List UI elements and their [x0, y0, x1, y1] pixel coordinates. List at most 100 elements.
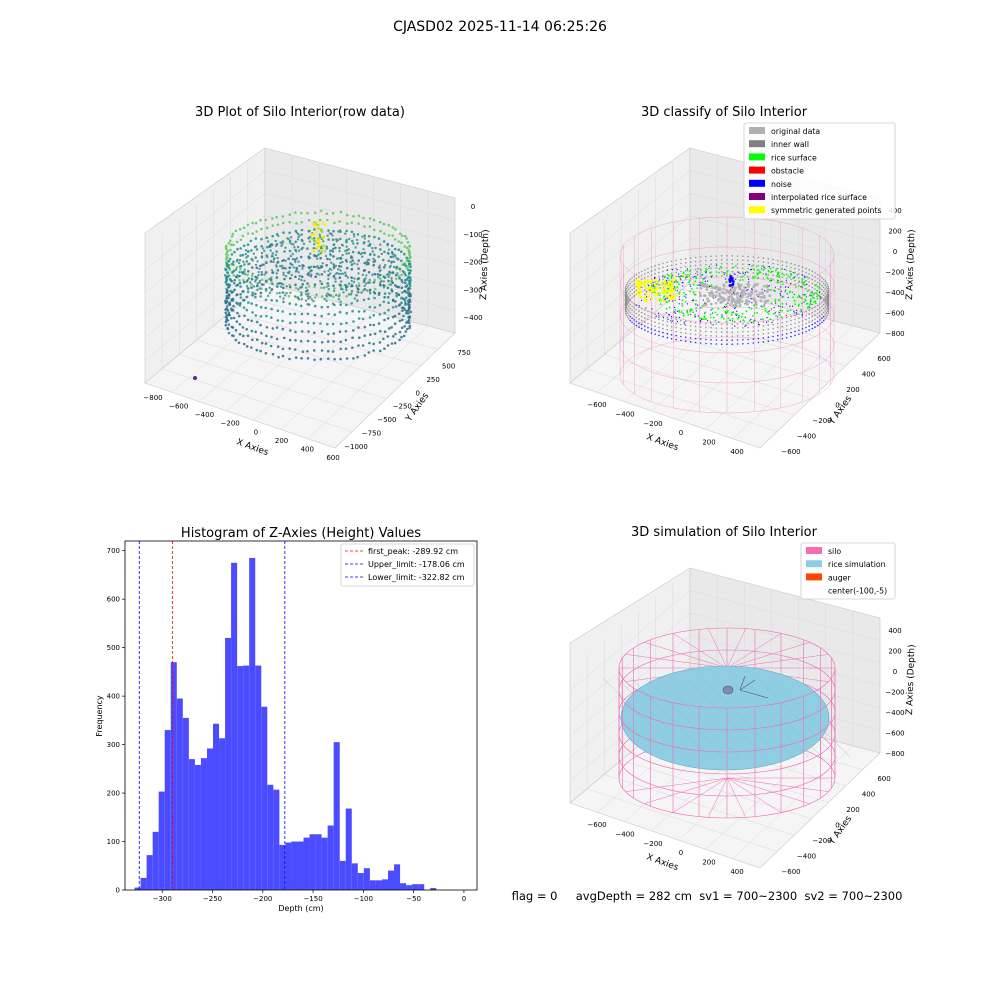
- classify-point: [644, 293, 646, 295]
- raw-point: [339, 261, 342, 265]
- classify-point: [694, 329, 697, 332]
- classify-point: [675, 322, 677, 325]
- raw-point: [333, 313, 337, 317]
- classify-point: [827, 309, 830, 311]
- classify-point: [626, 302, 629, 304]
- classify-point: [662, 278, 664, 281]
- raw-z-tick: −400: [463, 314, 482, 322]
- raw-point: [313, 243, 316, 246]
- raw-x-tick: 600: [326, 454, 339, 462]
- classify-point: [803, 301, 805, 303]
- raw-point: [357, 222, 360, 225]
- classify-point: [808, 269, 810, 271]
- classify-point: [654, 325, 656, 328]
- raw-point: [300, 275, 304, 279]
- classify-point: [711, 307, 714, 310]
- classify-point: [744, 316, 747, 319]
- raw-point: [350, 267, 354, 271]
- raw-point: [230, 279, 233, 283]
- classify-point: [800, 286, 802, 288]
- simulation-legend-label: rice simulation: [828, 560, 886, 569]
- raw-point: [342, 291, 345, 294]
- classify-y-tick: 200: [846, 386, 859, 394]
- raw-point: [293, 246, 296, 249]
- classify-point: [827, 297, 829, 300]
- raw-point: [408, 300, 412, 303]
- classify-point: [796, 309, 798, 312]
- raw-point: [321, 221, 325, 224]
- raw-point: [338, 220, 341, 223]
- classify-point: [654, 313, 656, 316]
- raw-point: [294, 270, 298, 273]
- raw-point: [347, 252, 351, 255]
- grid-line: [280, 318, 401, 430]
- raw-point: [327, 277, 330, 281]
- classify-point: [805, 330, 807, 333]
- classify-point: [678, 273, 680, 275]
- classify-point: [705, 288, 709, 291]
- classify-point: [793, 299, 796, 302]
- raw-point: [283, 336, 286, 340]
- raw-point: [260, 256, 264, 259]
- classify-point: [689, 309, 692, 312]
- raw-point: [386, 243, 389, 247]
- classify-point: [740, 300, 744, 303]
- raw-point: [368, 316, 372, 319]
- raw-point: [340, 280, 343, 283]
- classify-point: [818, 286, 821, 289]
- classify-point: [640, 323, 643, 326]
- raw-point: [401, 306, 404, 310]
- raw-point: [316, 257, 319, 260]
- classify-point: [646, 296, 648, 298]
- raw-point: [284, 294, 287, 297]
- raw-point: [386, 296, 390, 299]
- raw-point: [351, 336, 354, 340]
- classify-point: [798, 280, 801, 283]
- classify-point: [680, 319, 682, 322]
- classify-point: [765, 274, 768, 276]
- raw-point: [312, 321, 316, 325]
- classify-y-tick: 600: [877, 355, 890, 363]
- raw-point: [349, 260, 352, 264]
- classify-point: [665, 307, 668, 310]
- raw-point: [337, 298, 341, 301]
- classify-point: [686, 273, 689, 276]
- raw-point: [264, 306, 268, 310]
- raw-point: [297, 235, 300, 239]
- raw-point: [377, 276, 380, 279]
- classify-point: [798, 321, 800, 324]
- classify-point: [695, 307, 698, 310]
- raw-point: [255, 276, 259, 279]
- grid-line: [230, 311, 421, 367]
- raw-point: [304, 299, 308, 302]
- classify-point: [728, 303, 732, 307]
- classify-point: [635, 304, 637, 306]
- classify-point: [794, 318, 796, 321]
- classify-point: [822, 282, 825, 285]
- raw-point: [294, 283, 297, 287]
- classify-point: [731, 259, 734, 261]
- classify-point: [798, 303, 800, 306]
- raw-point: [346, 222, 349, 225]
- raw-point: [320, 314, 324, 318]
- classify-point: [800, 302, 803, 305]
- classify-point: [778, 299, 780, 301]
- raw-point: [239, 293, 242, 296]
- classify-point: [715, 339, 718, 341]
- raw-floor-pane: [144, 282, 456, 449]
- raw-x-tick: −600: [169, 403, 188, 411]
- classify-point: [824, 310, 826, 312]
- classify-point: [704, 277, 706, 279]
- histogram-bar: [303, 837, 310, 890]
- classify-point: [724, 272, 726, 274]
- histogram-bar: [339, 860, 346, 890]
- raw-point: [383, 250, 386, 254]
- raw-point: [264, 342, 268, 345]
- raw-point: [297, 288, 300, 291]
- classify-point: [803, 281, 805, 284]
- classify-point: [825, 282, 828, 284]
- raw-point: [258, 287, 262, 290]
- classify-point: [680, 262, 682, 265]
- classify-point: [638, 305, 640, 307]
